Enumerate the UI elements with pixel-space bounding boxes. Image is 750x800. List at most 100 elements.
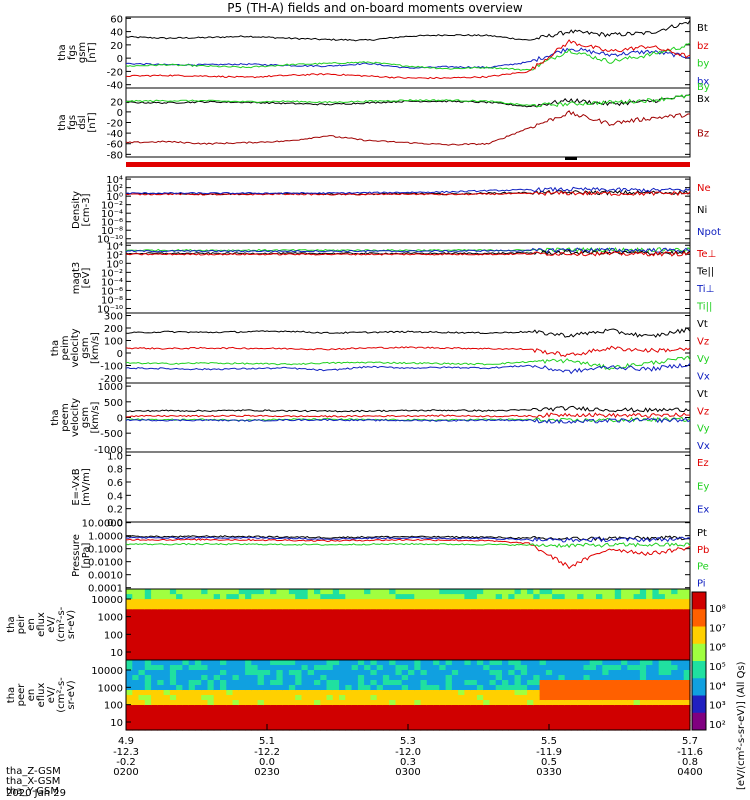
spectrogram-cell (639, 705, 647, 711)
spectrogram-cell (508, 614, 516, 621)
spectrogram-cell (596, 654, 603, 661)
spectrogram-cell (126, 594, 133, 600)
spectrogram-cell (401, 700, 409, 706)
spectrogram-cell (144, 594, 152, 600)
spectrogram-cell (176, 665, 183, 671)
spectrogram-cell (646, 695, 653, 701)
spectrogram-cell (382, 614, 390, 621)
spectrogram-cell (671, 670, 679, 676)
spectrogram-cell (483, 680, 491, 686)
spectrogram-cell (126, 644, 133, 651)
spectrogram-cell (458, 634, 465, 641)
spectrogram-cell (633, 675, 641, 681)
spectrogram-cell (276, 715, 284, 721)
spectrogram-cell (132, 685, 140, 691)
colorbar-tick-label: 10⁶ (709, 643, 726, 654)
spectrogram-cell (533, 644, 541, 651)
spectrogram-cell (395, 715, 403, 721)
spectrogram-cell (176, 624, 183, 631)
spectrogram-cell (370, 619, 378, 626)
spectrogram-cell (138, 619, 146, 626)
spectrogram-cell (671, 675, 679, 681)
spectrogram-cell (520, 680, 528, 686)
spectrogram-cell (132, 690, 140, 696)
spectrogram-cell (445, 725, 453, 731)
spectrogram-cell (295, 680, 303, 686)
series-line (125, 405, 691, 413)
y-tick-label: 0.0001 (88, 584, 123, 595)
spectrogram-cell (658, 614, 666, 621)
spectrogram-cell (426, 654, 434, 661)
spectrogram-cell (683, 705, 691, 711)
spectrogram-cell (527, 614, 534, 621)
spectrogram-cell (445, 710, 453, 716)
spectrogram-cell (489, 670, 497, 676)
spectrogram-cell (182, 675, 190, 681)
spectrogram-cell (495, 700, 503, 706)
spectrogram-cell (188, 680, 196, 686)
spectrogram-cell (314, 690, 321, 696)
spectrogram-cell (451, 695, 459, 701)
spectrogram-cell (364, 604, 371, 610)
spectrogram-cell (282, 629, 290, 636)
spectrogram-cell (238, 654, 246, 661)
spectrogram-cell (533, 715, 541, 721)
spectrogram-cell (433, 594, 440, 600)
spectrogram-cell (408, 670, 415, 676)
spectrogram-cell (545, 624, 553, 631)
spectrogram-cell (633, 599, 641, 605)
spectrogram-cell (627, 649, 635, 656)
spectrogram-cell (364, 629, 371, 636)
spectrogram-cell (182, 715, 190, 721)
spectrogram-cell (389, 594, 397, 600)
spectrogram-cell (608, 715, 616, 721)
spectrogram-cell (476, 720, 484, 726)
spectrogram-cell (357, 705, 365, 711)
spectrogram-cell (545, 680, 553, 686)
spectrogram-cell (339, 665, 346, 671)
spectrogram-cell (527, 604, 534, 610)
spectrogram-cell (514, 604, 522, 610)
spectrogram-cell (426, 629, 434, 636)
spectrogram-cell (664, 725, 672, 731)
spectrogram-cell (646, 660, 653, 666)
spectrogram-cell (232, 670, 240, 676)
spectrogram-cell (370, 589, 378, 595)
spectrogram-cell (213, 654, 221, 661)
spectrogram-cell (483, 644, 491, 651)
spectrogram-cell (646, 619, 653, 626)
spectrogram-cell (439, 685, 447, 691)
spectrogram-cell (614, 609, 622, 615)
spectrogram-cell (408, 654, 415, 661)
spectrogram-cell (370, 715, 378, 721)
spectrogram-cell (401, 725, 409, 731)
spectrogram-cell (677, 680, 685, 686)
spectrogram-cell (382, 594, 390, 600)
spectrogram-cell (132, 710, 140, 716)
y-tick-label: -40 (107, 81, 123, 92)
spectrogram-cell (163, 599, 171, 605)
spectrogram-cell (451, 634, 459, 641)
spectrogram-cell (552, 649, 559, 656)
spectrogram-cell (163, 654, 171, 661)
spectrogram-cell (163, 715, 171, 721)
spectrogram-cell (351, 720, 359, 726)
spectrogram-cell (439, 619, 447, 626)
spectrogram-cell (188, 614, 196, 621)
spectrogram-cell (426, 609, 434, 615)
spectrogram-cell (677, 624, 685, 631)
spectrogram-cell (389, 685, 397, 691)
spectrogram-cell (639, 725, 647, 731)
spectrogram-cell (489, 634, 497, 641)
spectrogram-cell (495, 715, 503, 721)
spectrogram-cell (182, 644, 190, 651)
spectrogram-cell (163, 594, 171, 600)
y-tick-label: 100 (104, 701, 123, 712)
legend-entry: Pe (697, 562, 709, 573)
spectrogram-cell (270, 675, 277, 681)
spectrogram-cell (176, 680, 183, 686)
spectrogram-cell (570, 720, 578, 726)
spectrogram-cell (539, 624, 547, 631)
spectrogram-cell (458, 685, 465, 691)
spectrogram-cell (295, 670, 303, 676)
